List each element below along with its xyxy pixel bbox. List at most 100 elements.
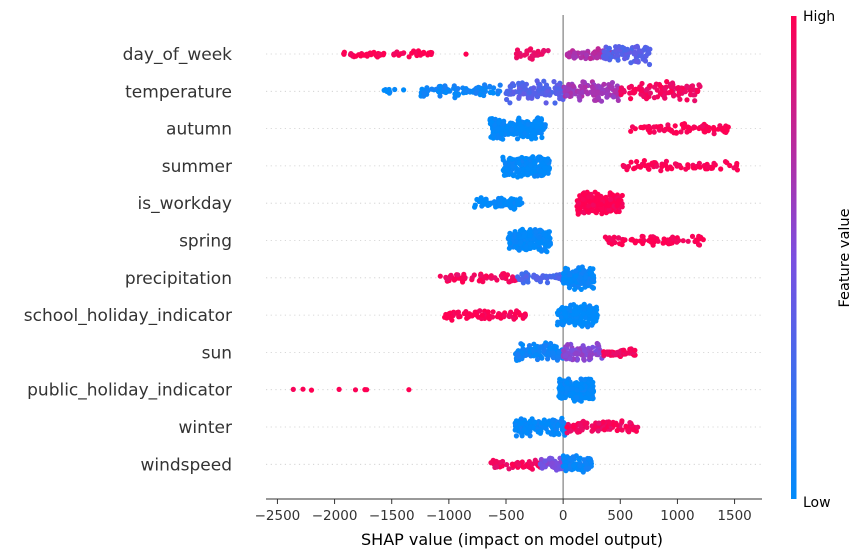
shap-point <box>615 57 621 63</box>
shap-point <box>455 86 461 92</box>
shap-point <box>718 166 724 172</box>
shap-point <box>514 136 521 142</box>
shap-point <box>595 191 601 197</box>
shap-point <box>677 88 684 94</box>
shap-point <box>567 317 573 323</box>
shap-point <box>523 245 529 251</box>
shap-point <box>590 273 596 279</box>
shap-point <box>514 169 520 175</box>
shap-point <box>571 308 577 314</box>
shap-point <box>492 122 498 128</box>
shap-point <box>516 202 522 208</box>
shap-point <box>632 165 638 171</box>
shap-point <box>663 158 670 164</box>
x-axis-title: SHAP value (impact on model output) <box>361 530 663 549</box>
shap-point <box>661 236 667 242</box>
shap-point <box>651 239 657 245</box>
shap-point <box>520 346 526 352</box>
shap-point <box>548 340 554 347</box>
colorbar: High Low Feature value <box>791 9 853 511</box>
shap-point <box>553 467 560 473</box>
shap-point <box>586 203 592 209</box>
shap-point <box>646 61 653 68</box>
shap-point <box>694 237 701 243</box>
shap-point <box>504 124 510 130</box>
shap-point <box>409 50 415 56</box>
shap-point <box>574 395 580 401</box>
shap-point <box>533 352 540 358</box>
shap-point <box>642 58 649 64</box>
shap-point <box>401 87 407 93</box>
shap-point <box>590 207 596 214</box>
shap-point <box>566 51 572 57</box>
shap-point <box>506 466 512 472</box>
shap-point <box>336 386 342 392</box>
shap-point <box>358 53 364 59</box>
shap-point <box>581 191 587 197</box>
shap-point <box>541 247 547 253</box>
shap-point <box>625 428 631 434</box>
shap-point <box>605 203 612 209</box>
shap-point <box>442 83 448 89</box>
shap-point <box>561 347 567 354</box>
shap-point <box>700 237 706 243</box>
shap-point <box>613 47 619 54</box>
shap-point <box>525 121 531 127</box>
x-tick-label: −1000 <box>426 508 472 524</box>
shap-point <box>647 83 653 89</box>
shap-point <box>647 129 653 135</box>
shap-point <box>507 230 513 236</box>
shap-point <box>510 173 516 179</box>
shap-point <box>555 86 561 92</box>
shap-point <box>592 97 598 103</box>
shap-point <box>482 197 488 203</box>
shap-point <box>583 465 589 472</box>
shap-point <box>581 377 587 383</box>
shap-point <box>534 356 541 363</box>
shap-point <box>510 163 516 169</box>
shap-point <box>514 460 520 466</box>
feature-label: day_of_week <box>123 45 232 65</box>
x-tick-label: 500 <box>607 508 633 524</box>
shap-point <box>673 129 679 135</box>
shap-point <box>538 428 544 434</box>
shap-point <box>667 127 673 133</box>
shap-point <box>535 157 541 163</box>
shap-point <box>455 272 461 278</box>
shap-point <box>566 285 573 291</box>
shap-point <box>571 424 577 430</box>
shap-point <box>495 88 501 94</box>
shap-point <box>487 83 493 89</box>
shap-point <box>494 459 500 465</box>
shap-point <box>578 55 584 61</box>
shap-point <box>575 211 581 217</box>
shap-point <box>482 86 488 92</box>
shap-point <box>477 308 483 314</box>
shap-point <box>656 127 663 133</box>
shap-point <box>531 273 537 279</box>
shap-point <box>573 268 579 274</box>
shap-point <box>622 56 628 62</box>
shap-point <box>567 393 573 399</box>
shap-point <box>529 95 535 101</box>
shap-point <box>587 387 594 393</box>
shap-point <box>564 424 570 430</box>
shap-point <box>490 314 496 320</box>
shap-point <box>609 84 615 90</box>
shap-point <box>699 123 706 129</box>
shap-point <box>655 238 661 244</box>
shap-point <box>590 379 596 385</box>
shap-point <box>512 205 518 211</box>
shap-point <box>557 96 563 102</box>
shap-point <box>662 86 668 92</box>
shap-point <box>595 428 601 434</box>
shap-point <box>555 319 561 325</box>
feature-label: precipitation <box>125 269 232 289</box>
shap-point <box>613 44 619 50</box>
shap-point <box>516 117 522 123</box>
shap-point <box>504 462 510 468</box>
shap-point <box>531 85 537 91</box>
shap-point <box>692 124 698 130</box>
shap-point <box>629 236 635 242</box>
shap-point <box>684 83 690 89</box>
